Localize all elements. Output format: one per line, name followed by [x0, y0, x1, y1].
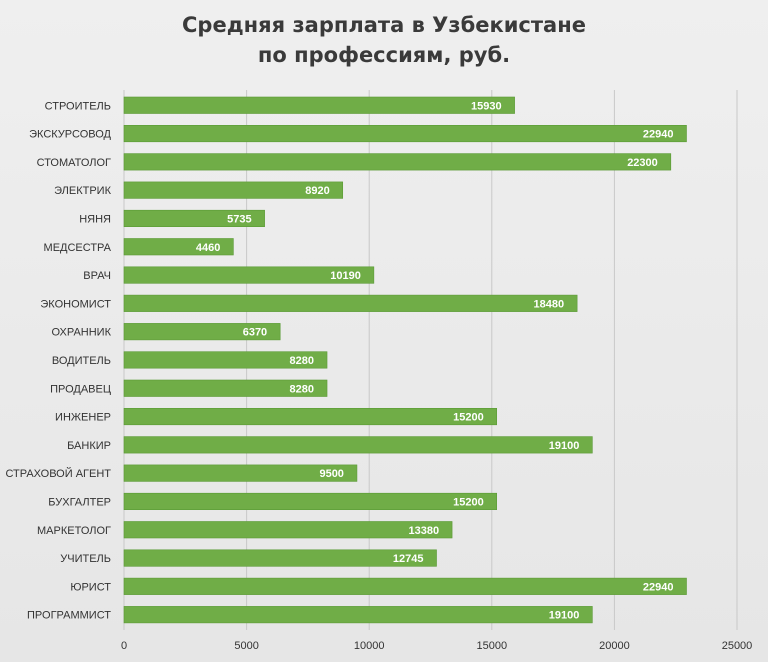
data-label: 19100 [549, 440, 580, 452]
chart-title-line-1: Средняя зарплата в Узбекистане [182, 13, 586, 37]
data-label: 19100 [549, 610, 580, 622]
bar [123, 407, 498, 426]
data-label: 8280 [290, 383, 314, 395]
category-label: ВРАЧ [83, 270, 111, 282]
category-label: БУХГАЛТЕР [48, 496, 111, 508]
bar [123, 125, 687, 143]
data-label: 22940 [643, 129, 674, 141]
category-label: ПРОДАВЕЦ [50, 383, 111, 395]
category-label: БАНКИР [67, 440, 111, 452]
data-label: 12745 [393, 553, 424, 565]
bar [123, 436, 593, 454]
x-tick-label: 0 [121, 640, 127, 652]
bar [123, 464, 358, 482]
bar [123, 181, 344, 199]
category-label: НЯНЯ [79, 213, 111, 225]
x-tick-label: 25000 [722, 640, 753, 652]
bar [123, 266, 375, 284]
category-label: УЧИТЕЛЬ [60, 553, 111, 565]
data-label: 18480 [534, 298, 565, 310]
category-label: МЕДСЕСТРА [44, 242, 112, 254]
category-label: ЮРИСТ [70, 581, 111, 593]
data-label: 15930 [471, 100, 502, 112]
bar [123, 96, 515, 114]
bar [123, 323, 281, 341]
category-label: ЭКОНОМИСТ [40, 298, 111, 310]
data-label: 6370 [243, 327, 267, 339]
data-label: 22300 [627, 157, 658, 169]
data-label: 22940 [643, 581, 674, 593]
data-label: 8280 [290, 355, 314, 367]
data-label: 8920 [305, 185, 329, 197]
data-label: 4460 [196, 242, 220, 254]
data-label: 13380 [408, 525, 439, 537]
category-label: ИНЖЕНЕР [55, 412, 111, 424]
data-label: 9500 [319, 468, 343, 480]
x-tick-label: 10000 [354, 640, 385, 652]
bar [123, 209, 265, 227]
bar [123, 549, 437, 567]
bar [123, 351, 328, 369]
bar [123, 492, 498, 511]
x-tick-label: 5000 [234, 640, 258, 652]
bar [123, 238, 234, 256]
category-label: МАРКЕТОЛОГ [37, 525, 111, 537]
bar [123, 294, 578, 312]
bar [123, 521, 453, 539]
bar [123, 577, 687, 595]
x-tick-label: 20000 [599, 640, 630, 652]
chart-title: Средняя зарплата в Узбекистане по профес… [0, 10, 768, 70]
data-label: 5735 [227, 213, 251, 225]
category-label: ЭКСКУРСОВОД [29, 129, 111, 141]
category-label: ПРОГРАММИСТ [27, 610, 111, 622]
category-label: СТРАХОВОЙ АГЕНТ [5, 467, 111, 480]
bar [123, 379, 328, 397]
bar [123, 606, 593, 624]
category-label: СТОМАТОЛОГ [37, 157, 111, 169]
bar [123, 153, 672, 171]
category-label: ЭЛЕКТРИК [54, 185, 111, 197]
category-label: ОХРАННИК [51, 327, 111, 339]
data-label: 15200 [453, 412, 484, 424]
category-label: ВОДИТЕЛЬ [52, 355, 111, 367]
data-label: 10190 [330, 270, 361, 282]
x-tick-label: 15000 [477, 640, 508, 652]
category-label: СТРОИТЕЛЬ [45, 100, 111, 112]
chart-title-line-2: по профессиям, руб. [257, 43, 511, 67]
data-label: 15200 [453, 496, 484, 508]
